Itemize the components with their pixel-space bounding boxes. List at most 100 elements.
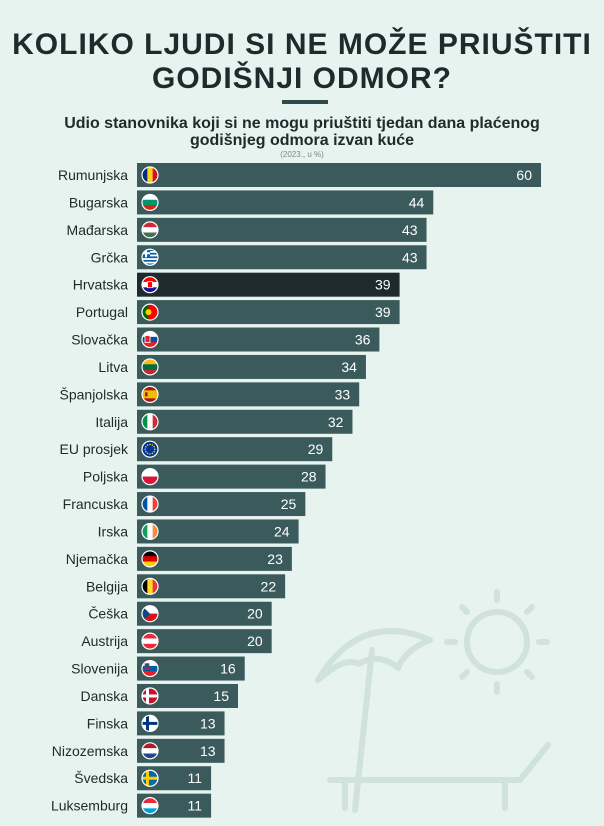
poland-flag-icon xyxy=(141,468,159,486)
category-label: Austrija xyxy=(81,633,128,649)
value-label: 15 xyxy=(213,688,229,704)
value-label: 34 xyxy=(341,359,357,375)
bar-row: Njemačka 23 xyxy=(66,546,292,571)
bar-row: Nizozemska 13 xyxy=(52,738,225,763)
bar-row: Grčka 43 xyxy=(91,245,427,270)
bar xyxy=(137,272,400,297)
category-label: Slovenija xyxy=(71,661,128,677)
category-label: Italija xyxy=(95,414,128,430)
value-label: 11 xyxy=(188,798,203,814)
value-label: 39 xyxy=(375,304,391,320)
croatia-flag-icon xyxy=(141,276,159,294)
category-label: Portugal xyxy=(76,304,128,320)
category-label: Finska xyxy=(87,715,128,731)
value-label: 13 xyxy=(200,743,216,759)
value-label: 20 xyxy=(247,606,263,622)
bar xyxy=(137,437,333,462)
category-label: Nizozemska xyxy=(52,743,128,759)
bar-row: Bugarska 44 xyxy=(69,190,434,215)
bar-row: Luksemburg 11 xyxy=(51,793,212,818)
bar-row: Mađarska 43 xyxy=(67,217,427,242)
hungary-flag-icon xyxy=(141,221,159,239)
france-flag-icon xyxy=(141,495,159,513)
bar xyxy=(137,546,292,571)
category-label: Hrvatska xyxy=(73,277,128,293)
portugal-flag-icon xyxy=(141,303,159,321)
bar-row: Danska 15 xyxy=(81,683,238,708)
beach-umbrella-icon xyxy=(315,628,551,813)
luxembourg-flag-icon xyxy=(141,797,159,815)
netherlands-flag-icon xyxy=(141,742,159,760)
austria-flag-icon xyxy=(141,632,159,650)
category-label: Irska xyxy=(98,523,129,539)
bar-row: EU prosjek 29 xyxy=(60,437,333,462)
bar-row: Austrija 20 xyxy=(81,629,272,654)
italy-flag-icon xyxy=(141,413,159,431)
value-label: 44 xyxy=(409,194,425,210)
value-label: 43 xyxy=(402,249,418,265)
value-label: 11 xyxy=(188,770,203,786)
value-label: 13 xyxy=(200,715,216,731)
category-label: Poljska xyxy=(83,469,128,485)
bar xyxy=(137,492,306,517)
value-label: 36 xyxy=(355,332,371,348)
bar-row: Belgija 22 xyxy=(86,574,286,599)
category-label: Danska xyxy=(81,688,129,704)
value-label: 16 xyxy=(220,661,236,677)
bar xyxy=(137,327,380,352)
bar xyxy=(137,574,286,599)
bar-row: Hrvatska 39 xyxy=(73,272,400,297)
sweden-flag-icon xyxy=(141,769,159,787)
value-label: 43 xyxy=(402,222,418,238)
bar xyxy=(137,300,400,325)
subtitle-line-1: Udio stanovnika koji si ne mogu priuštit… xyxy=(64,115,540,132)
lithuania-flag-icon xyxy=(141,358,159,376)
finland-flag-icon xyxy=(141,714,159,733)
bar-row: Švedska 11 xyxy=(74,766,212,791)
bar-row: Rumunjska 60 xyxy=(58,163,541,187)
category-label: Švedska xyxy=(74,770,128,786)
value-label: 29 xyxy=(308,441,324,457)
value-label: 22 xyxy=(261,578,277,594)
category-label: Španjolska xyxy=(60,386,129,402)
bar-row: Finska 13 xyxy=(87,711,225,736)
chart-subtitle: Udio stanovnika koji si ne mogu priuštit… xyxy=(0,115,604,161)
category-label: Češka xyxy=(88,606,128,622)
category-label: Luksemburg xyxy=(51,798,128,814)
bar-row: Irska 24 xyxy=(98,519,299,544)
bar-row: Litva 34 xyxy=(98,354,366,379)
category-label: Mađarska xyxy=(67,222,129,238)
eu-flag-icon xyxy=(141,440,159,458)
bar-row: Španjolska 33 xyxy=(60,382,360,407)
value-label: 28 xyxy=(301,469,317,485)
value-label: 32 xyxy=(328,414,344,430)
bar-row: Francuska 25 xyxy=(63,492,306,517)
ireland-flag-icon xyxy=(141,522,159,541)
sun-icon xyxy=(444,589,550,695)
category-label: Njemačka xyxy=(66,551,128,567)
germany-flag-icon xyxy=(141,550,159,568)
title-line-1: KOLIKO LJUDI SI NE MOŽE PRIUŠTITI xyxy=(12,28,592,61)
title-divider xyxy=(282,100,328,104)
bar xyxy=(137,190,434,215)
bar xyxy=(137,382,360,407)
bar-row: Češka 20 xyxy=(88,601,272,626)
value-label: 60 xyxy=(516,167,532,183)
greece-flag-icon xyxy=(141,248,159,266)
bar xyxy=(137,354,366,379)
value-label: 39 xyxy=(375,277,391,293)
bulgaria-flag-icon xyxy=(141,193,159,212)
belgium-flag-icon xyxy=(141,577,159,595)
value-label: 24 xyxy=(274,523,290,539)
category-label: Slovačka xyxy=(71,332,128,348)
bar xyxy=(137,163,541,187)
romania-flag-icon xyxy=(141,166,159,184)
category-label: Litva xyxy=(98,359,128,375)
value-label: 33 xyxy=(335,386,351,402)
title-line-2: GODIŠNJI ODMOR? xyxy=(151,62,452,95)
category-label: Francuska xyxy=(63,496,129,512)
category-label: Bugarska xyxy=(69,194,128,210)
denmark-flag-icon xyxy=(141,687,159,705)
